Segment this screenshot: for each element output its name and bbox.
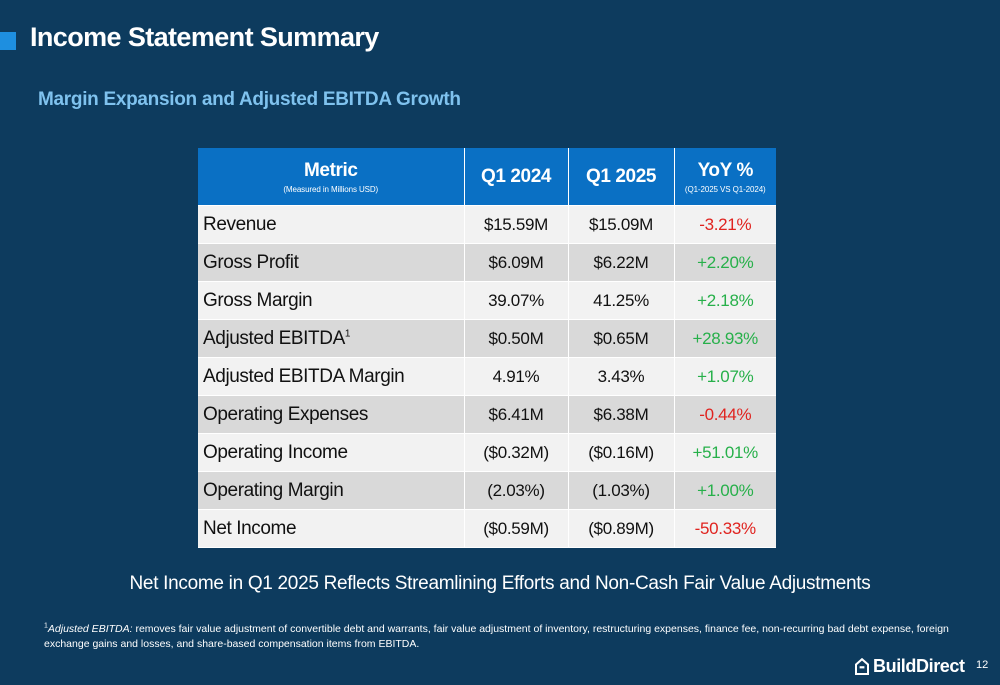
yoy-cell: +51.01% <box>674 433 776 472</box>
q1-2025-cell: 41.25% <box>568 281 675 320</box>
yoy-cell: -3.21% <box>674 205 776 244</box>
yoy-cell: +28.93% <box>674 319 776 358</box>
metric-cell: Operating Margin <box>198 471 465 510</box>
conclusion-text: Net Income in Q1 2025 Reflects Streamlin… <box>129 573 871 594</box>
page-number: 12 <box>976 659 989 671</box>
metric-label: Revenue <box>203 213 277 235</box>
table-row: Gross Profit $6.09M $6.22M +2.20% <box>198 243 776 282</box>
table-row: Adjusted EBITDA1 $0.50M $0.65M +28.93% <box>198 319 776 358</box>
header-q1-2025-label: Q1 2025 <box>585 165 657 187</box>
income-statement-table-container: Metric (Measured in Millions USD) Q1 202… <box>198 148 776 548</box>
q1-2024-cell: $6.09M <box>464 243 569 282</box>
slide-subtitle: Margin Expansion and Adjusted EBITDA Gro… <box>38 89 461 110</box>
slide-title: Income Statement Summary <box>30 22 379 52</box>
yoy-cell: +2.20% <box>674 243 776 282</box>
table-body: Revenue $15.59M $15.09M -3.21% Gross Pro… <box>198 205 776 548</box>
q1-2025-cell: ($0.16M) <box>568 433 675 472</box>
metric-cell: Adjusted EBITDA1 <box>198 319 465 358</box>
q1-2025-cell: (1.03%) <box>568 471 675 510</box>
yoy-cell: +1.00% <box>674 471 776 510</box>
metric-cell: Gross Margin <box>198 281 465 320</box>
table-row: Gross Margin 39.07% 41.25% +2.18% <box>198 281 776 320</box>
q1-2025-cell: $0.65M <box>568 319 675 358</box>
table-row: Operating Margin (2.03%) (1.03%) +1.00% <box>198 471 776 510</box>
q1-2024-cell: ($0.32M) <box>464 433 569 472</box>
yoy-cell: -50.33% <box>674 509 776 548</box>
footnote-marker: 1 <box>44 622 48 630</box>
q1-2024-cell: ($0.59M) <box>464 509 569 548</box>
title-accent-bar <box>0 32 16 50</box>
q1-2025-cell: $6.22M <box>568 243 675 282</box>
q1-2025-cell: ($0.89M) <box>568 509 675 548</box>
metric-label: Adjusted EBITDA Margin <box>203 365 405 387</box>
q1-2024-cell: $0.50M <box>464 319 569 358</box>
footnote-marker-superscript: 1 <box>344 328 351 340</box>
q1-2024-cell: 4.91% <box>464 357 569 396</box>
metric-label: Operating Expenses <box>203 403 368 425</box>
q1-2024-cell: 39.07% <box>464 281 569 320</box>
metric-label: Adjusted EBITDA <box>203 327 345 349</box>
metric-cell: Revenue <box>198 205 465 244</box>
house-icon <box>855 657 869 675</box>
footnote-text: removes fair value adjustment of convert… <box>44 623 949 650</box>
logo-text: BuildDirect <box>873 655 965 676</box>
header-metric-note: (Measured in Millions USD) <box>283 184 379 194</box>
header-q1-2024-label: Q1 2024 <box>480 165 552 187</box>
table-header-row: Metric (Measured in Millions USD) Q1 202… <box>198 148 776 206</box>
metric-label: Net Income <box>203 517 297 539</box>
header-yoy-note: (Q1-2025 VS Q1-2024) <box>684 184 766 194</box>
metric-cell: Operating Income <box>198 433 465 472</box>
table-row: Net Income ($0.59M) ($0.89M) -50.33% <box>198 509 776 548</box>
header-yoy: YoY % (Q1-2025 VS Q1-2024) <box>674 148 776 206</box>
metric-label: Gross Margin <box>203 289 313 311</box>
header-yoy-label: YoY % <box>697 159 754 181</box>
metric-label: Operating Margin <box>203 479 344 501</box>
header-q1-2025: Q1 2025 <box>568 148 675 206</box>
metric-cell: Net Income <box>198 509 465 548</box>
yoy-cell: +2.18% <box>674 281 776 320</box>
footnote-term: Adjusted EBITDA: <box>47 623 133 635</box>
footnote: 1Adjusted EBITDA: removes fair value adj… <box>44 622 964 652</box>
metric-cell: Gross Profit <box>198 243 465 282</box>
table-row: Operating Expenses $6.41M $6.38M -0.44% <box>198 395 776 434</box>
q1-2024-cell: $15.59M <box>464 205 569 244</box>
q1-2025-cell: $6.38M <box>568 395 675 434</box>
yoy-cell: -0.44% <box>674 395 776 434</box>
table-row: Adjusted EBITDA Margin 4.91% 3.43% +1.07… <box>198 357 776 396</box>
q1-2025-cell: 3.43% <box>568 357 675 396</box>
metric-cell: Operating Expenses <box>198 395 465 434</box>
header-q1-2024: Q1 2024 <box>464 148 569 206</box>
header-metric-label: Metric <box>303 159 358 181</box>
header-metric: Metric (Measured in Millions USD) <box>198 148 465 206</box>
q1-2025-cell: $15.09M <box>568 205 675 244</box>
q1-2024-cell: $6.41M <box>464 395 569 434</box>
metric-label: Gross Profit <box>203 251 299 273</box>
table-row: Operating Income ($0.32M) ($0.16M) +51.0… <box>198 433 776 472</box>
q1-2024-cell: (2.03%) <box>464 471 569 510</box>
table-row: Revenue $15.59M $15.09M -3.21% <box>198 205 776 244</box>
company-logo: BuildDirect <box>855 655 965 677</box>
metric-label: Operating Income <box>203 441 348 463</box>
metric-cell: Adjusted EBITDA Margin <box>198 357 465 396</box>
income-statement-table: Metric (Measured in Millions USD) Q1 202… <box>198 148 776 548</box>
yoy-cell: +1.07% <box>674 357 776 396</box>
